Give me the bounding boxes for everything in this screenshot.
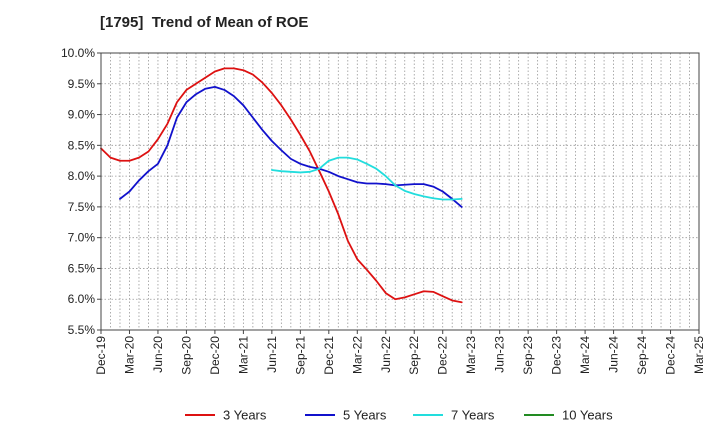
legend-label: 3 Years bbox=[223, 408, 267, 423]
y-tick-label: 9.5% bbox=[68, 77, 96, 91]
plot-frame bbox=[100, 52, 700, 331]
series-line-5-years bbox=[119, 85, 463, 208]
x-tick-label: Jun-22 bbox=[379, 336, 393, 373]
series-line-7-years bbox=[270, 156, 463, 201]
x-tick-label: Sep-21 bbox=[293, 336, 307, 375]
x-tick-label: Mar-20 bbox=[122, 336, 136, 374]
y-tick-label: 6.5% bbox=[68, 261, 96, 275]
x-tick-label: Dec-21 bbox=[322, 336, 336, 375]
x-tick-label: Dec-20 bbox=[208, 336, 222, 375]
x-tick-label: Dec-24 bbox=[664, 336, 678, 375]
chart-title: [1795] Trend of Mean of ROE bbox=[100, 14, 309, 31]
x-tick-label: Mar-25 bbox=[692, 336, 706, 374]
legend-label: 5 Years bbox=[343, 408, 387, 423]
y-tick-label: 7.5% bbox=[68, 200, 96, 214]
x-tick-label: Jun-24 bbox=[607, 336, 621, 373]
x-tick-label: Jun-20 bbox=[151, 336, 165, 373]
x-tick-label: Mar-22 bbox=[350, 336, 364, 374]
x-tick-label: Sep-23 bbox=[521, 336, 535, 375]
y-tick-label: 8.0% bbox=[68, 169, 96, 183]
y-tick-label: 9.0% bbox=[68, 108, 96, 122]
x-tick-label: Jun-23 bbox=[493, 336, 507, 373]
y-tick-label: 6.0% bbox=[68, 292, 96, 306]
legend: 3 Years 5 Years 7 Years 10 Years bbox=[185, 408, 613, 423]
y-tick-label: 10.0% bbox=[61, 46, 95, 60]
legend-label: 7 Years bbox=[451, 408, 495, 423]
y-tick-label: 7.0% bbox=[68, 231, 96, 245]
y-tick-label: 5.5% bbox=[68, 323, 96, 337]
x-tick-label: Mar-24 bbox=[578, 336, 592, 374]
x-tick-label: Dec-23 bbox=[550, 336, 564, 375]
x-tick-label: Mar-23 bbox=[464, 336, 478, 374]
y-axis-ticks: 10.0% 9.5% 9.0% 8.5% 8.0% 7.5% 7.0% 6.5% 6.0% 5.5… bbox=[61, 46, 101, 337]
series-lines bbox=[100, 67, 463, 304]
y-tick-label: 8.5% bbox=[68, 138, 96, 152]
x-axis-ticks: Dec-19 Mar-20 Jun-20 Sep-20 Dec-20 Mar-21 Jun-… bbox=[94, 330, 706, 375]
x-tick-label: Sep-20 bbox=[179, 336, 193, 375]
x-tick-label: Dec-22 bbox=[436, 336, 450, 375]
grid-lines bbox=[101, 53, 699, 330]
x-tick-label: Sep-24 bbox=[635, 336, 649, 375]
series-line-3-years bbox=[100, 67, 463, 304]
x-tick-label: Mar-21 bbox=[236, 336, 250, 374]
x-tick-label: Jun-21 bbox=[265, 336, 279, 373]
x-tick-label: Dec-19 bbox=[94, 336, 108, 375]
x-tick-label: Sep-22 bbox=[407, 336, 421, 375]
legend-label: 10 Years bbox=[562, 408, 613, 423]
